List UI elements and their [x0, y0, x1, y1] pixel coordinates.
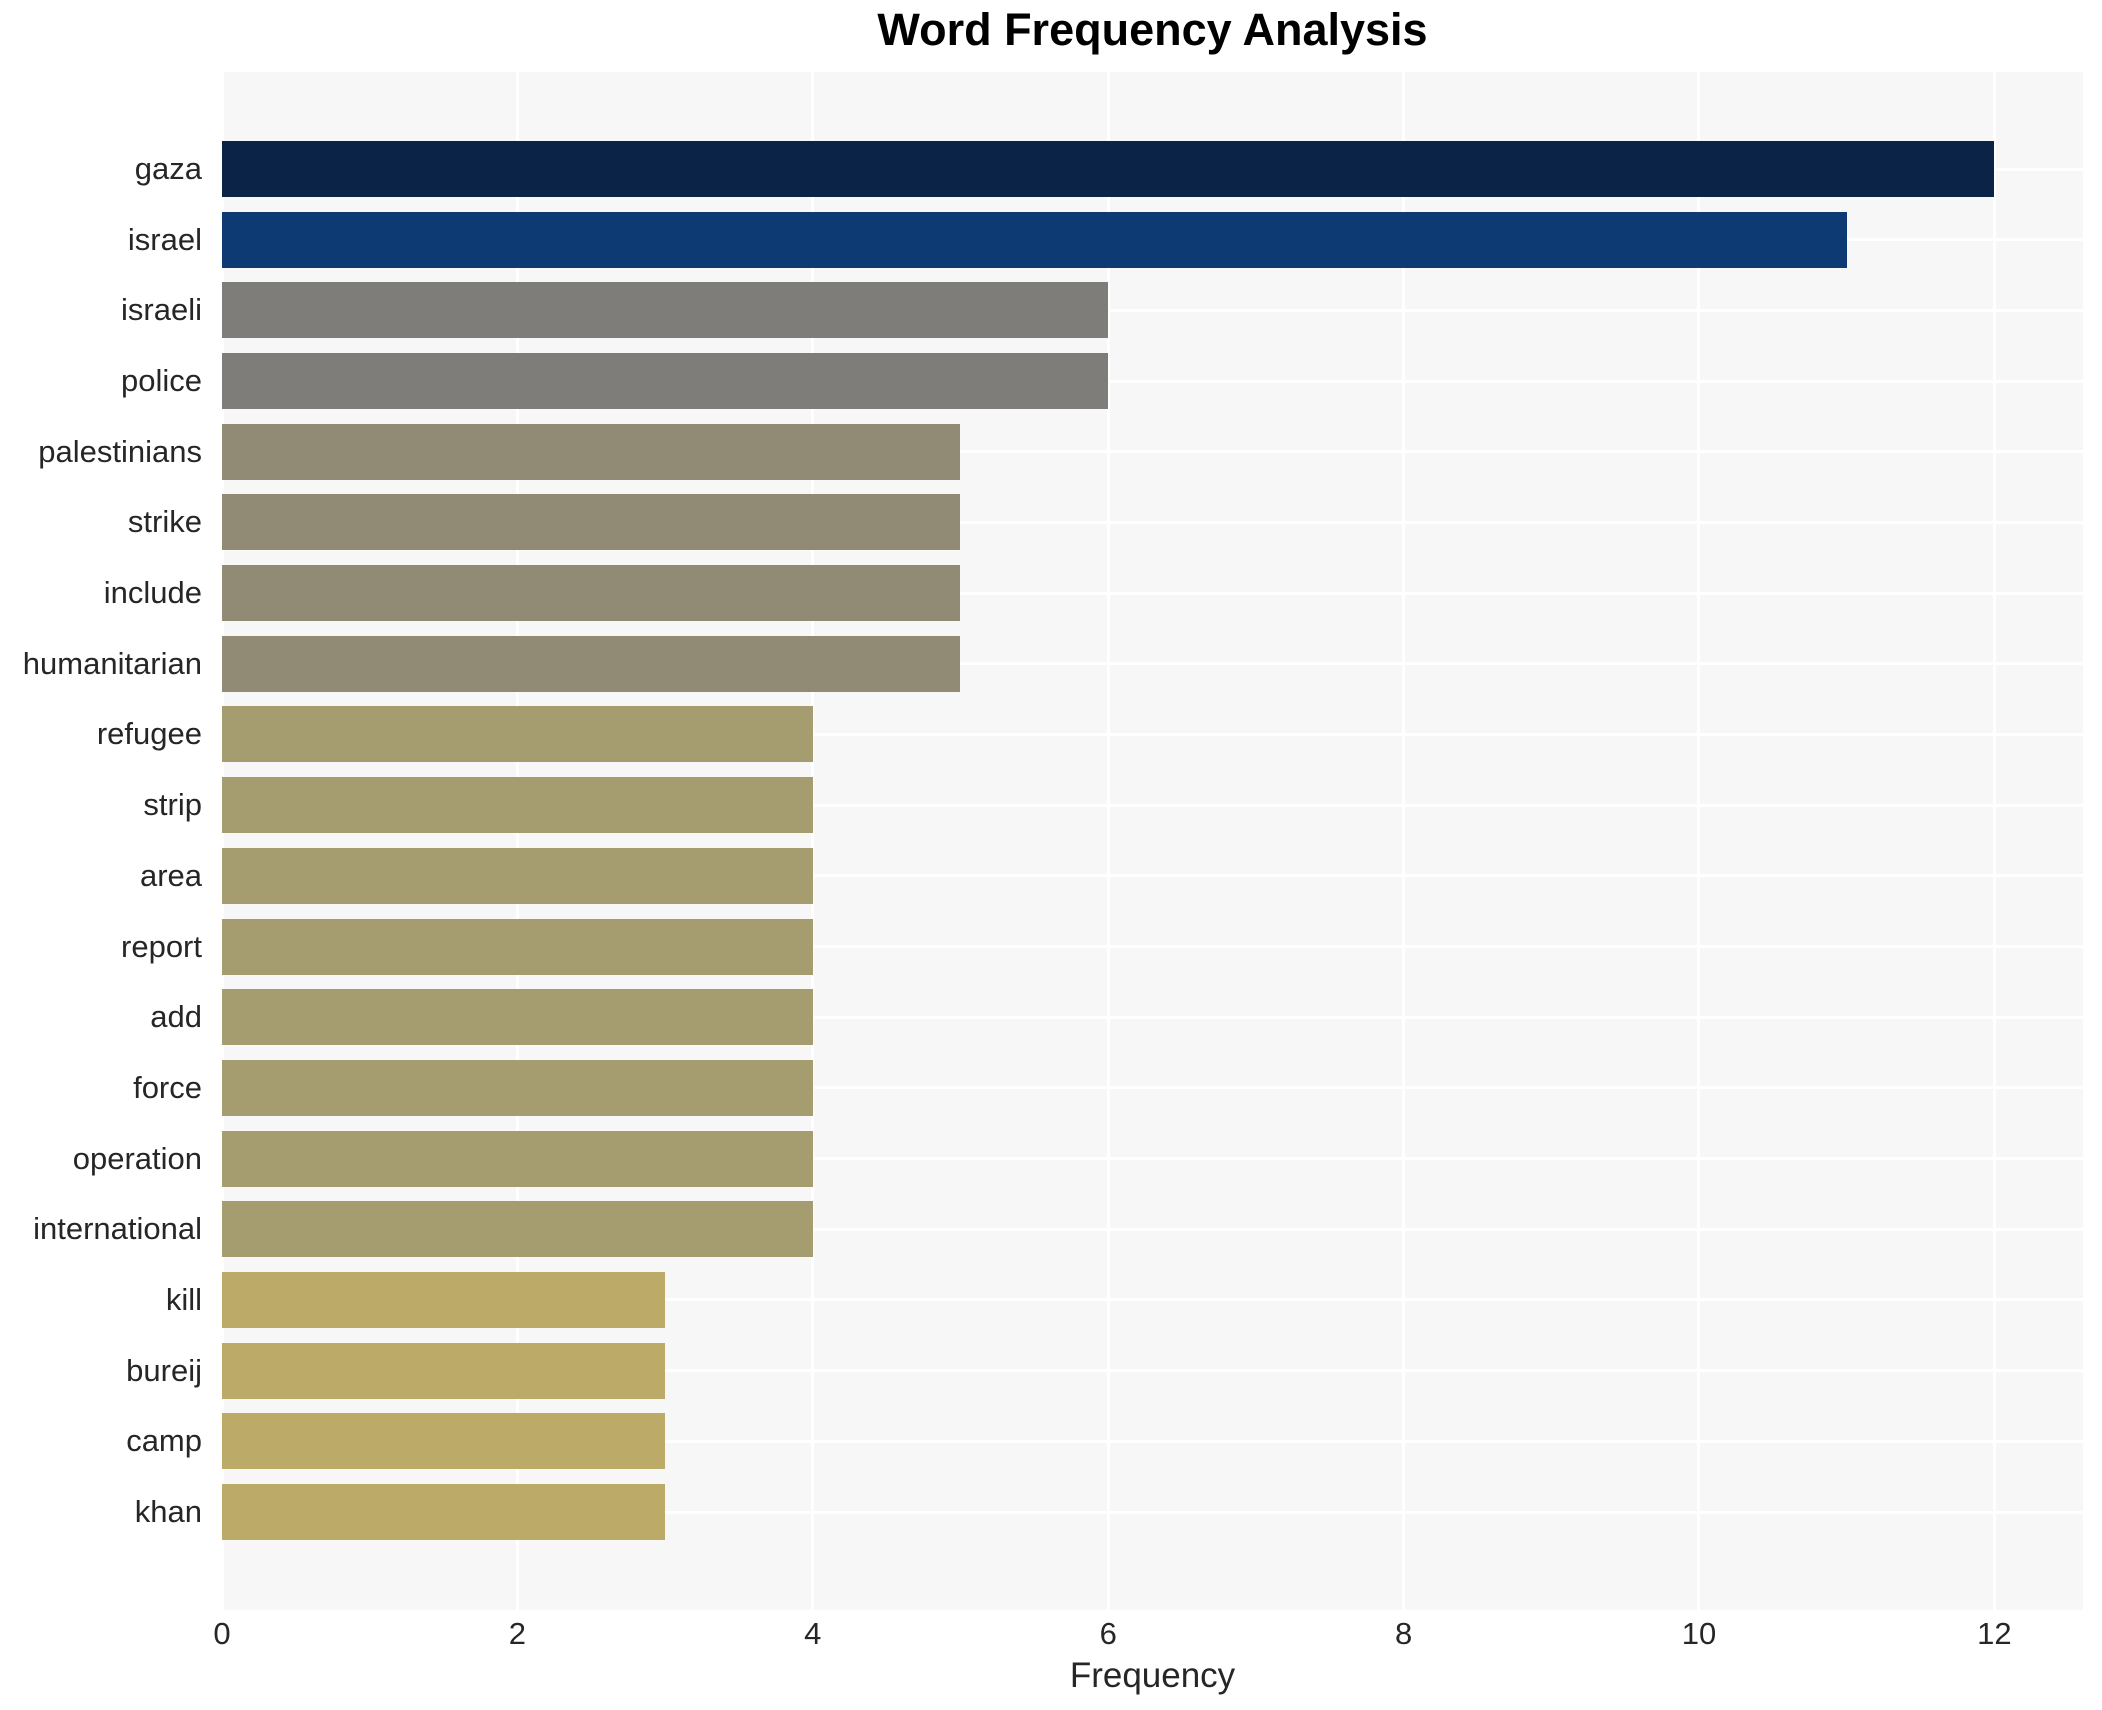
bar-area: [222, 847, 813, 904]
category-label: israeli: [121, 292, 202, 328]
y-gridline: [222, 520, 2083, 524]
x-gridline: [515, 72, 519, 1610]
bar-khan: [222, 1484, 666, 1540]
bar-bureij: [222, 1342, 666, 1399]
category-label: include: [103, 575, 202, 611]
category-label: humanitarian: [22, 645, 202, 681]
bar-humanitarian: [222, 635, 961, 692]
category-label: israel: [127, 221, 202, 257]
y-gridline: [222, 1298, 2083, 1302]
x-tick-label: 6: [1099, 1616, 1117, 1651]
bar-palestinians: [222, 423, 961, 480]
category-label: force: [133, 1069, 202, 1105]
bar-kill: [222, 1271, 666, 1328]
bar-report: [222, 918, 813, 975]
x-gridline: [1106, 72, 1110, 1610]
bar-international: [222, 1201, 813, 1258]
category-label: report: [121, 928, 202, 964]
category-label: operation: [72, 1140, 202, 1176]
y-gridline: [222, 1086, 2083, 1090]
category-label: bureij: [126, 1352, 202, 1388]
x-tick-label: 8: [1394, 1616, 1413, 1651]
bar-strike: [222, 494, 961, 551]
y-gridline: [222, 945, 2083, 949]
x-gridline: [1697, 72, 1701, 1610]
bar-gaza: [222, 141, 1995, 197]
category-label: palestinians: [38, 433, 202, 469]
y-gridline: [222, 662, 2083, 666]
bar-include: [222, 565, 961, 622]
y-gridline: [222, 1015, 2083, 1019]
bar-israel: [222, 211, 1847, 268]
category-label: police: [121, 363, 202, 399]
bar-police: [222, 353, 1109, 410]
category-label: area: [139, 857, 202, 893]
bar-refugee: [222, 706, 813, 763]
x-gridline: [1992, 72, 1996, 1610]
x-gridline: [811, 72, 815, 1610]
chart-title: Word Frequency Analysis: [877, 4, 1428, 55]
x-tick-label: 2: [508, 1616, 527, 1651]
category-label: strike: [127, 504, 202, 540]
bar-add: [222, 989, 813, 1046]
bar-force: [222, 1059, 813, 1116]
category-label: camp: [126, 1423, 202, 1459]
y-gridline: [222, 1227, 2083, 1231]
y-gridline: [222, 874, 2083, 878]
category-label: add: [150, 999, 202, 1035]
bar-camp: [222, 1413, 666, 1470]
category-label: strip: [143, 787, 202, 823]
y-gridline: [222, 379, 2083, 383]
category-label: kill: [165, 1281, 202, 1317]
y-gridline: [222, 1510, 2083, 1514]
y-gridline: [222, 732, 2083, 736]
y-gridline: [222, 1439, 2083, 1443]
bar-strip: [222, 777, 813, 834]
y-gridline: [222, 1157, 2083, 1161]
category-label: khan: [134, 1494, 202, 1529]
x-axis-ticks: 0 2 4 6 8 10 12: [0, 1612, 2102, 1656]
x-tick-label: 10: [1681, 1616, 1717, 1651]
plot-area: [220, 72, 2083, 1610]
y-gridline: [222, 591, 2083, 595]
category-label: gaza: [134, 151, 202, 186]
x-gridline: [1402, 72, 1406, 1610]
y-gridline: [222, 803, 2083, 807]
y-gridline: [222, 308, 2083, 312]
x-gridline: [220, 72, 224, 1610]
y-axis-labels: gaza israel israeli police palestinians strik…: [0, 72, 212, 1610]
y-gridline: [222, 1369, 2083, 1373]
x-tick-label: 12: [1977, 1616, 2012, 1651]
bar-operation: [222, 1130, 813, 1187]
category-label: international: [33, 1211, 202, 1247]
y-gridline: [222, 450, 2083, 454]
x-tick-label: 0: [213, 1616, 231, 1651]
x-axis-label: Frequency: [1069, 1656, 1236, 1695]
bar-israeli: [222, 282, 1109, 339]
x-tick-label: 4: [804, 1616, 822, 1651]
category-label: refugee: [96, 716, 202, 752]
